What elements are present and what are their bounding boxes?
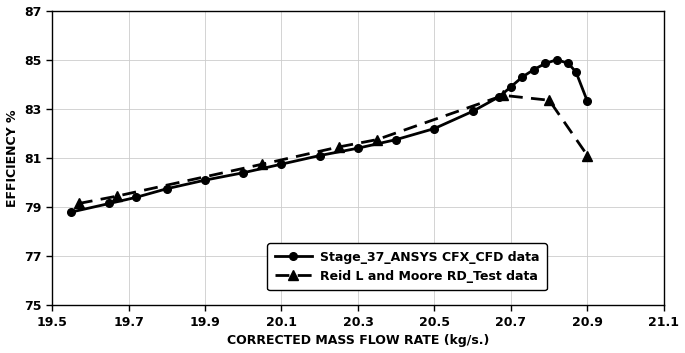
Stage_37_ANSYS CFX_CFD data — [541, 61, 549, 66]
Stage_37_ANSYS CFX_CFD data — [316, 154, 324, 158]
Stage_37_ANSYS CFX_CFD data — [430, 126, 438, 131]
Stage_37_ANSYS CFX_CFD data — [469, 109, 477, 113]
Stage_37_ANSYS CFX_CFD data — [519, 75, 527, 79]
Reid L and Moore RD_Test data — [545, 98, 553, 102]
Stage_37_ANSYS CFX_CFD data — [132, 195, 140, 199]
Reid L and Moore RD_Test data — [373, 137, 382, 142]
Stage_37_ANSYS CFX_CFD data — [354, 146, 362, 150]
Stage_37_ANSYS CFX_CFD data — [277, 162, 286, 166]
Reid L and Moore RD_Test data — [335, 145, 343, 149]
Stage_37_ANSYS CFX_CFD data — [67, 210, 75, 214]
Stage_37_ANSYS CFX_CFD data — [392, 137, 400, 142]
Y-axis label: EFFICIENCY %: EFFICIENCY % — [5, 109, 18, 207]
Reid L and Moore RD_Test data — [499, 93, 508, 97]
Stage_37_ANSYS CFX_CFD data — [507, 85, 515, 89]
Stage_37_ANSYS CFX_CFD data — [584, 100, 592, 104]
Legend: Stage_37_ANSYS CFX_CFD data, Reid L and Moore RD_Test data: Stage_37_ANSYS CFX_CFD data, Reid L and … — [267, 243, 547, 291]
Stage_37_ANSYS CFX_CFD data — [530, 67, 538, 72]
Reid L and Moore RD_Test data — [75, 201, 83, 205]
Stage_37_ANSYS CFX_CFD data — [495, 95, 503, 99]
Reid L and Moore RD_Test data — [584, 154, 592, 158]
Reid L and Moore RD_Test data — [258, 162, 266, 166]
Line: Stage_37_ANSYS CFX_CFD data: Stage_37_ANSYS CFX_CFD data — [67, 56, 591, 216]
Stage_37_ANSYS CFX_CFD data — [201, 178, 209, 182]
Stage_37_ANSYS CFX_CFD data — [105, 201, 114, 205]
Stage_37_ANSYS CFX_CFD data — [572, 70, 580, 74]
Stage_37_ANSYS CFX_CFD data — [553, 58, 561, 62]
Stage_37_ANSYS CFX_CFD data — [564, 61, 573, 66]
Stage_37_ANSYS CFX_CFD data — [239, 170, 247, 175]
Reid L and Moore RD_Test data — [113, 194, 121, 198]
Line: Reid L and Moore RD_Test data: Reid L and Moore RD_Test data — [74, 90, 593, 208]
Stage_37_ANSYS CFX_CFD data — [162, 187, 171, 191]
X-axis label: CORRECTED MASS FLOW RATE (kg/s.): CORRECTED MASS FLOW RATE (kg/s.) — [227, 334, 489, 347]
